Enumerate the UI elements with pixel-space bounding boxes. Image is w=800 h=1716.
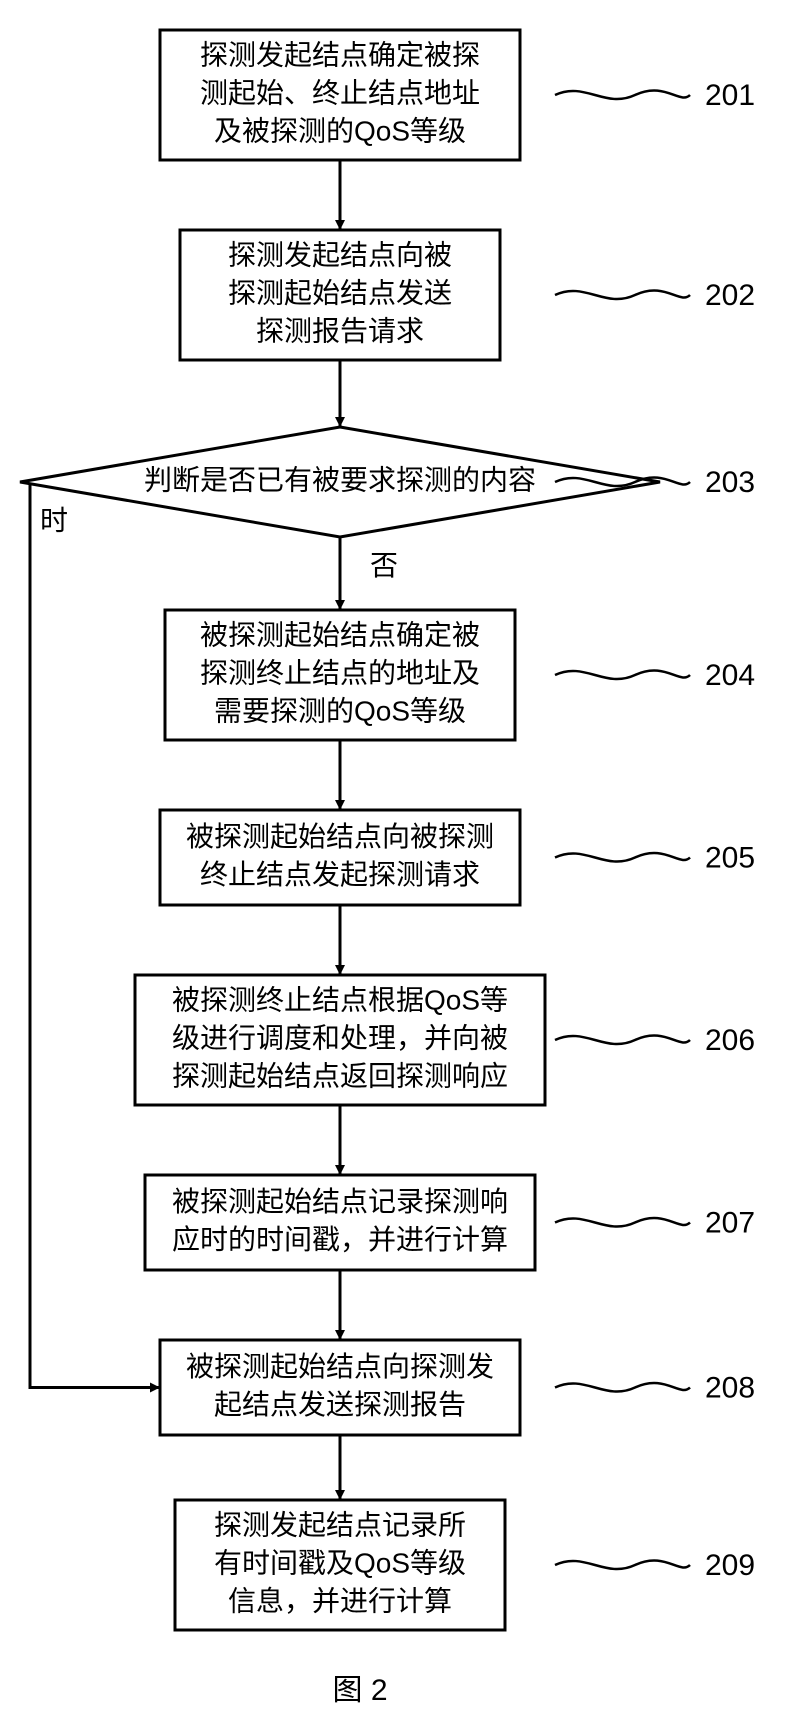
node-204: 被探测起始结点确定被探测终止结点的地址及需要探测的QoS等级 xyxy=(165,610,515,740)
ref-number-203: 203 xyxy=(705,466,755,499)
node-204-line-2: 需要探测的QoS等级 xyxy=(214,695,466,726)
node-203: 判断是否已有被要求探测的内容 xyxy=(20,427,660,537)
node-202-line-1: 探测起始结点发送 xyxy=(228,277,452,308)
ref-leader-201 xyxy=(555,90,690,99)
node-208: 被探测起始结点向探测发起结点发送探测报告 xyxy=(160,1340,520,1435)
node-202-line-0: 探测发起结点向被 xyxy=(228,239,452,270)
node-201-line-1: 测起始、终止结点地址 xyxy=(200,77,480,108)
ref-leader-202 xyxy=(555,290,690,299)
node-202: 探测发起结点向被探测起始结点发送探测报告请求 xyxy=(180,230,500,360)
node-207-line-0: 被探测起始结点记录探测响 xyxy=(172,1186,508,1217)
node-206-line-1: 级进行调度和处理，并向被 xyxy=(172,1022,508,1053)
ref-leader-206 xyxy=(555,1035,690,1044)
ref-leader-207 xyxy=(555,1218,690,1227)
node-207: 被探测起始结点记录探测响应时的时间戳，并进行计算 xyxy=(145,1175,535,1270)
node-206-line-2: 探测起始结点返回探测响应 xyxy=(172,1060,508,1091)
ref-number-204: 204 xyxy=(705,659,755,692)
edge-n203-n208 xyxy=(20,482,160,1388)
ref-leader-208 xyxy=(555,1383,690,1392)
ref-number-208: 208 xyxy=(705,1372,755,1405)
ref-number-207: 207 xyxy=(705,1207,755,1240)
node-206: 被探测终止结点根据QoS等级进行调度和处理，并向被探测起始结点返回探测响应 xyxy=(135,975,545,1105)
node-209-line-1: 有时间戳及QoS等级 xyxy=(214,1547,466,1578)
ref-number-201: 201 xyxy=(705,79,755,112)
edge-label-yes: 时 xyxy=(40,505,68,536)
ref-number-209: 209 xyxy=(705,1549,755,1582)
flowchart-svg: 否 时 探测发起结点确定被探测起始、终止结点地址及被探测的QoS等级 201 探测发起结… xyxy=(0,0,800,1716)
node-209: 探测发起结点记录所有时间戳及QoS等级信息，并进行计算 xyxy=(175,1500,505,1630)
node-201-line-2: 及被探测的QoS等级 xyxy=(214,115,466,146)
ref-leader-205 xyxy=(555,853,690,862)
ref-number-205: 205 xyxy=(705,842,755,875)
node-208-line-1: 起结点发送探测报告 xyxy=(214,1389,466,1420)
node-205-line-0: 被探测起始结点向被探测 xyxy=(186,821,494,852)
ref-number-202: 202 xyxy=(705,279,755,312)
ref-leader-209 xyxy=(555,1560,690,1569)
node-205-line-1: 终止结点发起探测请求 xyxy=(200,859,480,890)
node-208-line-0: 被探测起始结点向探测发 xyxy=(186,1351,494,1382)
node-207-line-1: 应时的时间戳，并进行计算 xyxy=(172,1224,508,1255)
node-203-line-0: 判断是否已有被要求探测的内容 xyxy=(144,464,536,495)
ref-leader-204 xyxy=(555,670,690,679)
node-201: 探测发起结点确定被探测起始、终止结点地址及被探测的QoS等级 xyxy=(160,30,520,160)
node-202-line-2: 探测报告请求 xyxy=(256,315,424,346)
node-209-line-0: 探测发起结点记录所 xyxy=(214,1509,466,1540)
node-209-line-2: 信息，并进行计算 xyxy=(228,1585,452,1616)
node-201-line-0: 探测发起结点确定被探 xyxy=(200,39,480,70)
node-204-line-1: 探测终止结点的地址及 xyxy=(200,657,480,688)
node-206-line-0: 被探测终止结点根据QoS等 xyxy=(172,984,508,1015)
flowchart-container: 否 时 探测发起结点确定被探测起始、终止结点地址及被探测的QoS等级 201 探测发起结… xyxy=(0,0,800,1716)
node-204-line-0: 被探测起始结点确定被 xyxy=(200,619,480,650)
node-205: 被探测起始结点向被探测终止结点发起探测请求 xyxy=(160,810,520,905)
ref-number-206: 206 xyxy=(705,1024,755,1057)
figure-caption: 图 2 xyxy=(332,1674,387,1707)
edge-label-no: 否 xyxy=(370,550,398,581)
